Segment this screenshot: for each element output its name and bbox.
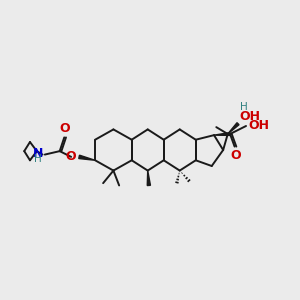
- Text: OH: OH: [239, 110, 260, 123]
- Text: O: O: [65, 150, 76, 164]
- Text: O: O: [59, 122, 70, 135]
- Polygon shape: [214, 133, 230, 135]
- Text: N: N: [33, 147, 44, 160]
- Polygon shape: [79, 155, 95, 160]
- Text: H: H: [34, 154, 42, 164]
- Polygon shape: [147, 171, 151, 186]
- Polygon shape: [228, 123, 239, 134]
- Text: O: O: [230, 149, 241, 162]
- Text: OH: OH: [248, 119, 269, 133]
- Text: H: H: [240, 102, 248, 112]
